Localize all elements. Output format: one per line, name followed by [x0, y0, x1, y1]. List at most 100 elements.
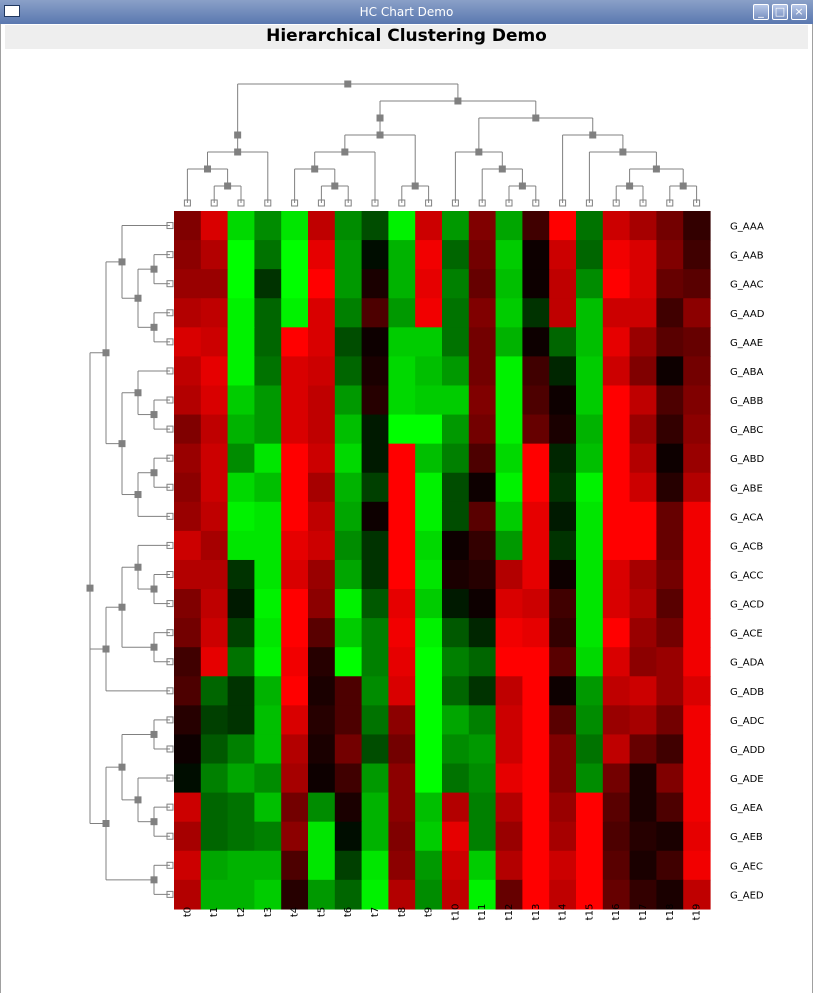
- heatmap-cell: [522, 385, 550, 416]
- heatmap-cell: [656, 792, 684, 823]
- heatmap-cell: [254, 211, 282, 241]
- heatmap-cell: [495, 443, 523, 474]
- heatmap-cell: [522, 240, 550, 270]
- heatmap-cell: [683, 850, 711, 881]
- heatmap-cell: [495, 734, 523, 765]
- heatmap-cell: [468, 618, 497, 648]
- heatmap-cell: [629, 763, 657, 794]
- maximize-icon[interactable]: □: [772, 4, 788, 20]
- heatmap-cell: [442, 821, 470, 852]
- dendrogram-node: [86, 584, 94, 592]
- heatmap-cell: [254, 472, 282, 503]
- heatmap-cell: [254, 821, 282, 852]
- heatmap-cell: [308, 879, 336, 910]
- heatmap-cell: [522, 676, 550, 706]
- heatmap-cell: [576, 589, 604, 619]
- row-label: G_AEA: [730, 803, 763, 814]
- heatmap-cell: [522, 879, 550, 910]
- heatmap-cell: [308, 414, 336, 445]
- heatmap-cell: [200, 705, 229, 736]
- heatmap-cell: [576, 327, 604, 357]
- heatmap-cell: [602, 269, 631, 299]
- heatmap-cell: [549, 385, 577, 416]
- heatmap-cell: [415, 589, 443, 619]
- heatmap-cell: [442, 705, 470, 736]
- heatmap-cell: [281, 356, 309, 387]
- row-label: G_ACE: [730, 629, 763, 640]
- heatmap-cell: [200, 501, 229, 532]
- heatmap-cell: [656, 821, 684, 852]
- heatmap-cell: [361, 240, 389, 270]
- column-label: t10: [450, 904, 461, 921]
- heatmap-cell: [174, 501, 202, 532]
- heatmap-cell: [468, 559, 497, 590]
- heatmap-cell: [683, 821, 711, 852]
- heatmap-cell: [334, 676, 363, 706]
- heatmap-cell: [388, 530, 416, 561]
- column-label: t11: [477, 904, 488, 921]
- heatmap-cell: [576, 618, 604, 648]
- window-title: HC Chart Demo: [359, 5, 454, 19]
- heatmap-cell: [549, 879, 577, 910]
- heatmap-cell: [683, 356, 711, 387]
- heatmap-cell: [361, 356, 389, 387]
- heatmap-cell: [495, 618, 523, 648]
- heatmap-cell: [200, 879, 229, 910]
- heatmap-cell: [549, 734, 577, 765]
- heatmap-cell: [602, 589, 631, 619]
- heatmap-cell: [281, 240, 309, 270]
- heatmap-cell: [629, 618, 657, 648]
- heatmap-cell: [200, 676, 229, 706]
- heatmap-cell: [254, 618, 282, 648]
- heatmap-cell: [281, 792, 309, 823]
- heatmap-cell: [683, 734, 711, 765]
- heatmap-cell: [495, 647, 523, 677]
- heatmap-cell: [442, 356, 470, 387]
- minimize-icon[interactable]: _: [753, 4, 769, 20]
- heatmap-cell: [683, 269, 711, 299]
- heatmap-cell: [656, 879, 684, 910]
- heatmap-cell: [361, 676, 389, 706]
- row-label: G_ADA: [730, 658, 764, 669]
- heatmap-cell: [308, 589, 336, 619]
- heatmap-cell: [227, 647, 255, 677]
- heatmap-cell: [629, 298, 657, 328]
- heatmap-cell: [629, 821, 657, 852]
- heatmap-cell: [254, 647, 282, 677]
- heatmap-cell: [602, 734, 631, 765]
- close-icon[interactable]: ×: [791, 4, 807, 20]
- heatmap-cell: [281, 530, 309, 561]
- heatmap-cell: [495, 792, 523, 823]
- column-label: t14: [558, 904, 569, 921]
- heatmap-cell: [549, 269, 577, 299]
- heatmap-cell: [602, 211, 631, 241]
- heatmap-cell: [200, 356, 229, 387]
- heatmap-cell: [576, 530, 604, 561]
- heatmap-cell: [281, 472, 309, 503]
- heatmap-cell: [683, 414, 711, 445]
- row-label: G_ACB: [730, 541, 763, 552]
- row-label: G_ABC: [730, 425, 763, 436]
- heatmap-cell: [227, 559, 255, 590]
- heatmap-cell: [522, 443, 550, 474]
- heatmap-cell: [468, 298, 497, 328]
- app-window-icon[interactable]: [4, 5, 20, 17]
- heatmap-cell: [334, 821, 363, 852]
- heatmap-cell: [495, 240, 523, 270]
- heatmap-cell: [281, 327, 309, 357]
- heatmap-cell: [522, 763, 550, 794]
- heatmap-cell: [174, 821, 202, 852]
- column-label: t18: [665, 904, 676, 921]
- column-label: t19: [692, 904, 703, 921]
- heatmap-cell: [602, 821, 631, 852]
- heatmap-cell: [683, 792, 711, 823]
- heatmap-cell: [522, 472, 550, 503]
- heatmap-cell: [522, 821, 550, 852]
- heatmap-cell: [281, 589, 309, 619]
- heatmap-cell: [281, 618, 309, 648]
- heatmap-cell: [683, 618, 711, 648]
- row-label: G_AAD: [730, 309, 765, 320]
- heatmap-cell: [549, 792, 577, 823]
- heatmap-cell: [361, 821, 389, 852]
- heatmap-cell: [656, 472, 684, 503]
